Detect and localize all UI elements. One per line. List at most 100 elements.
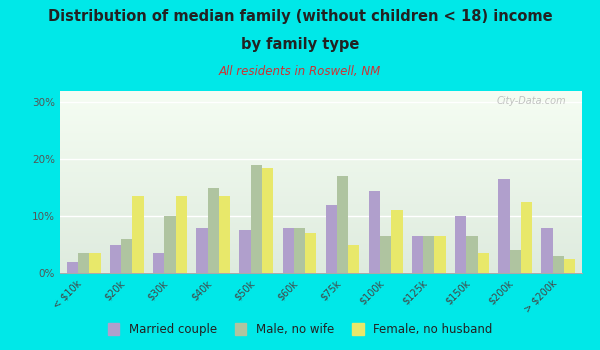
Bar	[60, 140, 582, 141]
Bar	[67, 262, 78, 273]
Bar	[60, 109, 582, 110]
Bar	[60, 244, 582, 245]
Bar	[60, 194, 582, 195]
Bar	[60, 264, 582, 265]
Bar	[60, 271, 582, 272]
Bar	[60, 226, 582, 228]
Bar	[60, 193, 582, 194]
Bar	[60, 230, 582, 231]
Bar	[60, 138, 582, 139]
Bar	[153, 253, 164, 273]
Bar	[60, 237, 582, 238]
Bar	[60, 113, 582, 114]
Bar	[60, 217, 582, 218]
Bar	[60, 263, 582, 264]
Bar	[60, 239, 582, 240]
Bar	[60, 261, 582, 262]
Bar	[60, 212, 582, 213]
Bar	[60, 238, 582, 239]
Bar	[60, 228, 582, 229]
Bar	[60, 216, 582, 217]
Bar	[60, 161, 582, 162]
Bar	[60, 143, 582, 144]
Bar	[478, 253, 489, 273]
Bar	[60, 91, 582, 92]
Bar	[60, 118, 582, 119]
Bar	[60, 111, 582, 112]
Bar	[60, 201, 582, 202]
Bar	[121, 239, 133, 273]
Bar	[60, 142, 582, 143]
Bar	[60, 192, 582, 193]
Bar	[60, 266, 582, 267]
Bar	[60, 123, 582, 124]
Bar	[60, 158, 582, 159]
Bar	[60, 177, 582, 178]
Bar	[60, 97, 582, 98]
Bar	[60, 178, 582, 179]
Bar	[60, 144, 582, 145]
Text: by family type: by family type	[241, 37, 359, 52]
Bar	[60, 94, 582, 96]
Bar	[60, 270, 582, 271]
Bar	[60, 151, 582, 152]
Bar	[60, 150, 582, 151]
Bar	[60, 120, 582, 121]
Bar	[60, 165, 582, 166]
Bar	[60, 160, 582, 161]
Bar	[60, 124, 582, 125]
Bar	[60, 163, 582, 164]
Bar	[60, 229, 582, 230]
Bar	[412, 236, 423, 273]
Bar	[380, 236, 391, 273]
Bar	[60, 149, 582, 150]
Bar	[60, 116, 582, 117]
Bar	[196, 228, 208, 273]
Bar	[60, 100, 582, 101]
Bar	[60, 132, 582, 133]
Bar	[60, 181, 582, 182]
Bar	[60, 252, 582, 253]
Bar	[60, 127, 582, 128]
Legend: Married couple, Male, no wife, Female, no husband: Married couple, Male, no wife, Female, n…	[103, 318, 497, 341]
Bar	[60, 146, 582, 147]
Bar	[60, 119, 582, 120]
Bar	[60, 159, 582, 160]
Bar	[60, 214, 582, 215]
Bar	[219, 196, 230, 273]
Bar	[60, 128, 582, 129]
Bar	[60, 256, 582, 257]
Bar	[60, 203, 582, 204]
Bar	[60, 211, 582, 212]
Bar	[60, 139, 582, 140]
Bar	[60, 174, 582, 175]
Bar	[60, 187, 582, 188]
Bar	[60, 204, 582, 205]
Bar	[60, 105, 582, 106]
Bar	[60, 108, 582, 109]
Text: All residents in Roswell, NM: All residents in Roswell, NM	[219, 65, 381, 78]
Bar	[60, 233, 582, 234]
Bar	[60, 202, 582, 203]
Bar	[60, 96, 582, 97]
Bar	[60, 249, 582, 250]
Bar	[60, 258, 582, 259]
Bar	[60, 179, 582, 180]
Bar	[60, 210, 582, 211]
Bar	[89, 253, 101, 273]
Bar	[60, 260, 582, 261]
Bar	[60, 246, 582, 247]
Bar	[60, 180, 582, 181]
Bar	[60, 182, 582, 183]
Bar	[60, 112, 582, 113]
Bar	[541, 228, 553, 273]
Bar	[434, 236, 446, 273]
Bar	[60, 254, 582, 255]
Bar	[294, 228, 305, 273]
Text: Distribution of median family (without children < 18) income: Distribution of median family (without c…	[47, 9, 553, 24]
Bar	[60, 198, 582, 199]
Bar	[60, 262, 582, 263]
Bar	[60, 183, 582, 184]
Bar	[60, 190, 582, 191]
Bar	[60, 136, 582, 138]
